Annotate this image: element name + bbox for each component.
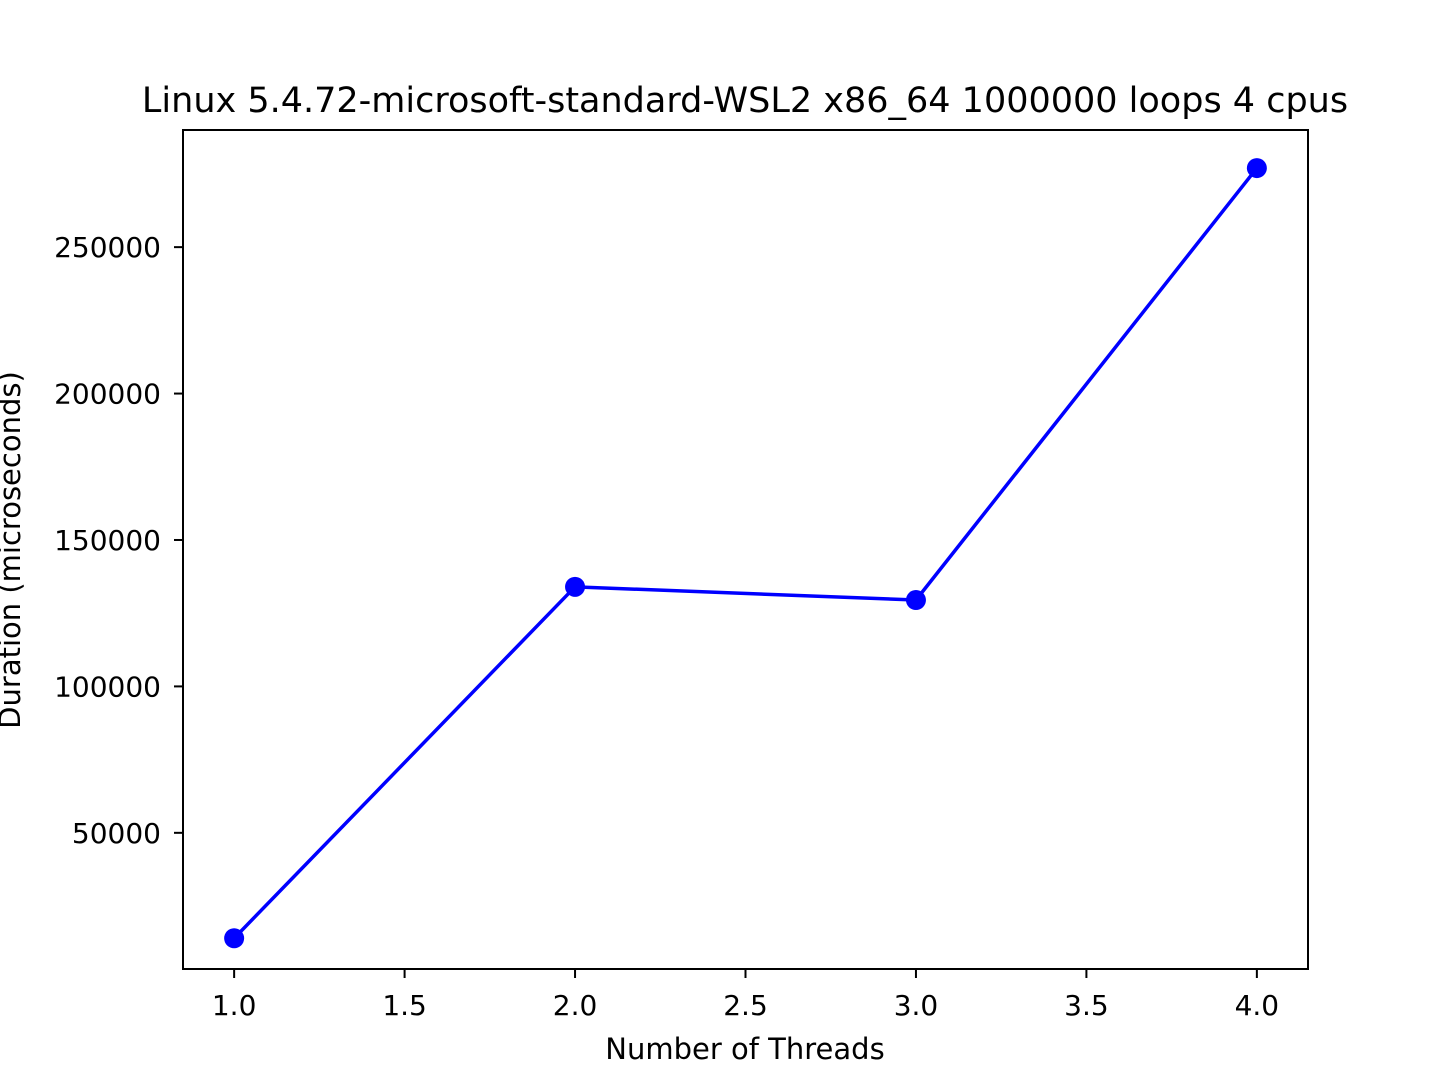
- y-tick-label: 200000: [54, 378, 161, 411]
- x-tick-label: 1.5: [382, 989, 427, 1022]
- chart-title: Linux 5.4.72-microsoft-standard-WSL2 x86…: [142, 81, 1348, 121]
- x-tick-label: 1.0: [212, 989, 257, 1022]
- x-tick-label: 2.0: [553, 989, 598, 1022]
- y-tick-label: 150000: [54, 524, 161, 557]
- x-tick-label: 3.5: [1064, 989, 1109, 1022]
- x-tick-label: 3.0: [894, 989, 939, 1022]
- y-tick-label: 100000: [54, 670, 161, 703]
- y-axis-title: Duration (microseconds): [0, 371, 27, 729]
- x-axis: 1.0 1.5 2.0 2.5 3.0 3.5 4.0: [212, 969, 1279, 1022]
- y-tick-label: 250000: [54, 231, 161, 264]
- x-tick-label: 4.0: [1235, 989, 1280, 1022]
- series-layer: [224, 158, 1267, 949]
- data-point: [1246, 158, 1267, 179]
- series-line: [232, 166, 1259, 940]
- data-point: [905, 590, 926, 611]
- plot-area: [182, 129, 1309, 970]
- x-tick-label: 2.5: [723, 989, 768, 1022]
- data-point: [224, 928, 245, 949]
- y-axis: 50000 100000 150000 200000 250000: [54, 231, 183, 850]
- x-axis-title: Number of Threads: [605, 1032, 884, 1066]
- y-tick-label: 50000: [72, 817, 161, 850]
- data-point: [565, 576, 586, 597]
- plot-frame: [182, 129, 1309, 970]
